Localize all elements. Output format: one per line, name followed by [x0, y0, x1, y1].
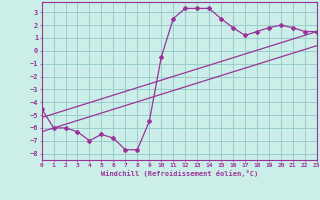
X-axis label: Windchill (Refroidissement éolien,°C): Windchill (Refroidissement éolien,°C) — [100, 170, 258, 177]
